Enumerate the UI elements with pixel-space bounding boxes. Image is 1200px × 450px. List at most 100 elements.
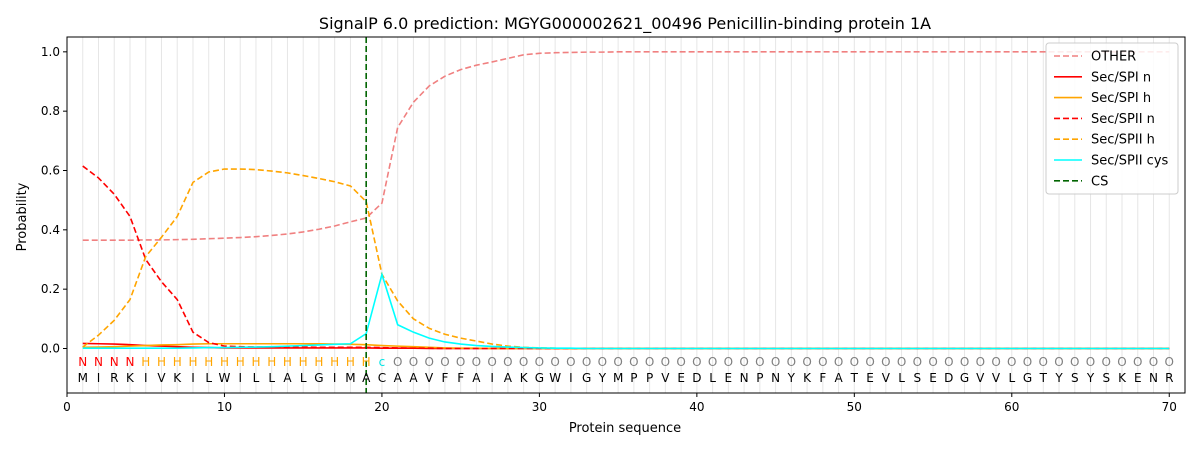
region-label: O (991, 355, 1000, 369)
region-label: O (1165, 355, 1174, 369)
residue-label: F (457, 371, 464, 385)
region-label: O (865, 355, 874, 369)
region-label: N (78, 355, 87, 369)
region-label: O (519, 355, 528, 369)
residue-label: Y (1054, 371, 1063, 385)
residue-label: S (1102, 371, 1110, 385)
region-label: H (220, 355, 229, 369)
region-label: O (440, 355, 449, 369)
region-label: H (346, 355, 355, 369)
residue-label: S (1071, 371, 1079, 385)
y-tick-label: 0.6 (41, 164, 60, 178)
region-label: O (802, 355, 811, 369)
legend-label: OTHER (1091, 50, 1136, 65)
region-label: O (456, 355, 465, 369)
region-label: O (755, 355, 764, 369)
region-label: H (251, 355, 260, 369)
x-tick-label: 20 (374, 400, 389, 414)
region-label: H (267, 355, 276, 369)
residue-label: M (345, 371, 355, 385)
region-label: O (424, 355, 433, 369)
legend-box (1045, 42, 1179, 195)
region-label: O (1023, 355, 1032, 369)
residue-label: L (300, 371, 307, 385)
region-label: O (834, 355, 843, 369)
residue-label: L (268, 371, 275, 385)
region-label: O (881, 355, 890, 369)
residue-label: V (425, 371, 434, 385)
residue-label: Y (1086, 371, 1095, 385)
residue-label: K (1118, 371, 1127, 385)
region-label: O (550, 355, 559, 369)
legend-label: Sec/SPII cys (1091, 154, 1169, 169)
residue-label: F (819, 371, 826, 385)
residue-label: L (1008, 371, 1015, 385)
residue-label: G (535, 371, 544, 385)
residue-label: F (441, 371, 448, 385)
region-label: O (1102, 355, 1111, 369)
x-tick-label: 50 (847, 400, 862, 414)
region-label: O (724, 355, 733, 369)
residue-label: V (992, 371, 1001, 385)
residue-label: L (898, 371, 905, 385)
legend-label: Sec/SPI n (1091, 70, 1151, 85)
residue-label: A (834, 371, 843, 385)
region-label: O (1133, 355, 1142, 369)
region-label: O (613, 355, 622, 369)
region-label: O (566, 355, 575, 369)
residue-label: E (725, 371, 733, 385)
y-axis-label: Probability (15, 182, 30, 251)
region-label: O (472, 355, 481, 369)
region-label: O (787, 355, 796, 369)
residue-label: T (850, 371, 859, 385)
region-label: O (818, 355, 827, 369)
sequence-labels: NMNINRNKHIHVHKHIHLHWHIHLHLHAHLHGHIHMHAcC… (78, 355, 1174, 385)
region-label: O (944, 355, 953, 369)
series-line-sec-spii-cys (82, 271, 1170, 350)
residue-label: D (692, 371, 701, 385)
residue-label: A (504, 371, 513, 385)
residue-label: N (1149, 371, 1158, 385)
region-label: O (535, 355, 544, 369)
region-label: O (1007, 355, 1016, 369)
plot-frame (66, 36, 1186, 394)
series-line-other (82, 51, 1170, 242)
x-tick-label: 30 (532, 400, 547, 414)
y-tick-label: 0.8 (41, 104, 60, 118)
region-label: H (283, 355, 292, 369)
residue-label: V (157, 371, 166, 385)
residue-label: E (929, 371, 937, 385)
residue-label: K (803, 371, 812, 385)
axes: 0 10 20 30 40 50 60 70 0.0 0.2 0.4 0.6 0.8 1.0 (41, 36, 1186, 414)
grid (82, 37, 1170, 393)
region-label: O (645, 355, 654, 369)
region-label: O (1149, 355, 1158, 369)
legend-label: Sec/SPII h (1091, 133, 1155, 148)
region-label: H (141, 355, 150, 369)
region-label: H (314, 355, 323, 369)
region-label: O (913, 355, 922, 369)
region-label: H (188, 355, 197, 369)
region-label: N (110, 355, 119, 369)
residue-label: W (219, 371, 231, 385)
residue-label: L (253, 371, 260, 385)
residue-label: E (677, 371, 685, 385)
x-axis-label: Protein sequence (569, 421, 681, 436)
legend-label: CS (1091, 174, 1108, 189)
residue-label: I (144, 371, 148, 385)
residue-label: P (756, 371, 763, 385)
x-tick-label: 10 (217, 400, 232, 414)
x-tick-label: 70 (1162, 400, 1177, 414)
region-label: H (299, 355, 308, 369)
region-label: N (94, 355, 103, 369)
residue-label: A (472, 371, 481, 385)
residue-label: P (646, 371, 653, 385)
residue-label: W (549, 371, 561, 385)
residue-label: Y (787, 371, 796, 385)
residue-label: A (362, 371, 371, 385)
region-label: O (1070, 355, 1079, 369)
region-label: O (928, 355, 937, 369)
region-label: H (236, 355, 245, 369)
